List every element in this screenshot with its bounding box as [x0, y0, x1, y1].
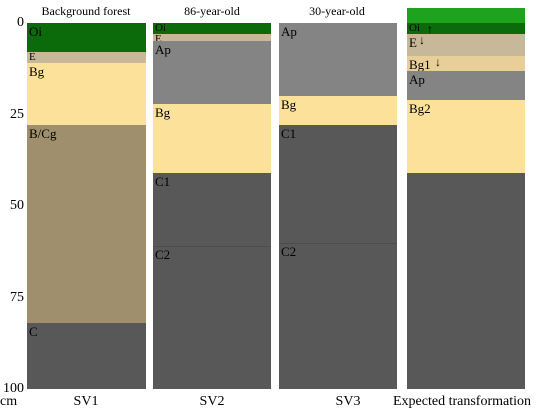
horizon-label: Ap [155, 42, 171, 58]
soil-horizon [153, 33, 271, 42]
arrow-up-icon: ↑ [427, 21, 433, 36]
depth-tick-label: 75 [10, 289, 24, 305]
arrow-down-icon: ↓ [419, 32, 425, 47]
soil-horizon [27, 23, 146, 53]
profile-name-expected: Expected transformation [392, 394, 531, 409]
horizon-label: Oi [29, 24, 42, 39]
soil-horizon [279, 125, 397, 243]
soil-profile-expected: Oi ↑ E ↓ Bg1 ↓ Ap Bg2 [407, 8, 525, 389]
horizon-label: C [29, 324, 38, 340]
soil-horizon [407, 55, 525, 71]
profile-name-sv3: SV3 [335, 394, 361, 409]
horizon-label: E [409, 34, 417, 50]
soil-horizon [153, 23, 271, 34]
horizon-label: Bg2 [409, 100, 431, 116]
soil-horizon [27, 323, 146, 389]
horizon-label: C1 [281, 126, 297, 142]
soil-profile-sv3: Ap Bg C1 C2 [279, 23, 397, 389]
profile-title-sv1: Background forest [41, 4, 131, 18]
soil-profile-sv1: Oi E Bg B/Cg C [27, 23, 146, 389]
horizon-label: Bg [281, 97, 297, 113]
horizon-label: Oi [155, 22, 166, 34]
depth-tick-label: 50 [10, 198, 24, 213]
soil-horizon [153, 103, 271, 174]
soil-horizon [407, 33, 525, 56]
profile-name-sv2: SV2 [199, 394, 225, 409]
horizon-label: E [155, 32, 162, 45]
depth-tick-label: 100 [3, 381, 24, 396]
profile-title-sv3: 30-year-old [309, 4, 365, 18]
horizon-label: Ap [281, 24, 297, 39]
soil-horizon [279, 96, 397, 126]
horizon-label: E [29, 51, 36, 64]
soil-horizon [407, 173, 525, 389]
arrow-down-icon: ↓ [435, 54, 441, 69]
soil-horizon [407, 22, 525, 34]
depth-tick-label: 25 [10, 106, 24, 122]
horizon-boundary [153, 246, 271, 248]
soil-horizon [153, 41, 271, 104]
soil-horizon [279, 242, 397, 389]
horizon-label: Bg [155, 104, 171, 120]
horizon-label: Bg [29, 64, 45, 80]
soil-horizon [407, 70, 525, 100]
profile-name-sv1: SV1 [73, 394, 99, 409]
soil-horizon [407, 8, 525, 23]
soil-horizon [27, 125, 146, 324]
depth-tick-label: 0 [17, 15, 24, 30]
soil-horizon [279, 23, 397, 97]
horizon-label: B/Cg [29, 126, 57, 142]
depth-unit-label: cm [0, 394, 18, 409]
soil-horizon [153, 246, 271, 389]
soil-horizon [153, 173, 271, 247]
soil-horizon [27, 52, 146, 64]
soil-horizon [27, 63, 146, 126]
horizon-label: Bg1 [409, 56, 431, 72]
soil-profile-sv2: Oi E Ap Bg C1 C2 [153, 22, 271, 389]
horizon-label: Oi [409, 21, 420, 34]
horizon-label: C2 [281, 243, 297, 259]
horizon-boundary [279, 242, 397, 244]
horizon-label: Ap [409, 71, 425, 87]
horizon-label: C2 [155, 247, 171, 263]
horizon-label: C1 [155, 174, 171, 190]
profile-title-sv2: 86-year-old [184, 4, 240, 18]
soil-horizon [407, 99, 525, 174]
